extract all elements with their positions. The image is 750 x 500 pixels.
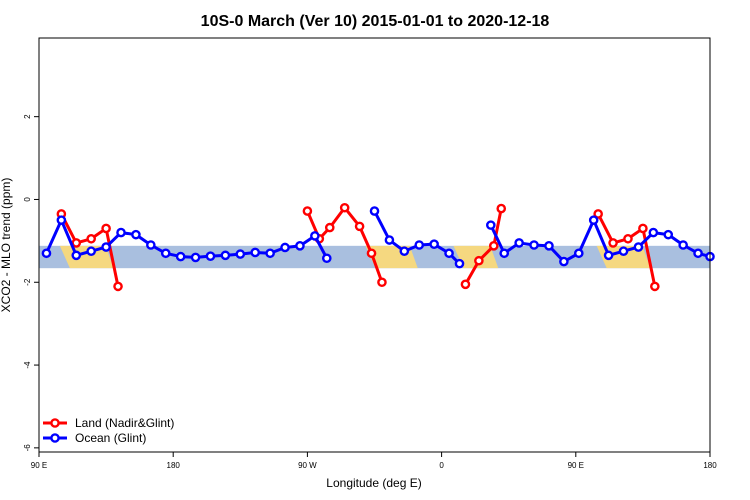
data-point bbox=[444, 248, 454, 259]
y-tick-label-4: 2 bbox=[23, 114, 32, 119]
data-point bbox=[302, 206, 313, 216]
data-point bbox=[573, 248, 584, 259]
y-tick-label-2: -2 bbox=[23, 278, 32, 286]
y-tick-label-3: 0 bbox=[23, 197, 32, 202]
x-axis-label: Longitude (deg E) bbox=[326, 476, 421, 490]
y-axis: -6 -4 -2 0 2 bbox=[23, 114, 39, 452]
data-point bbox=[116, 227, 126, 238]
legend-label-0: Land (Nadir&Glint) bbox=[75, 416, 174, 430]
legend-label-1: Ocean (Glint) bbox=[75, 431, 146, 445]
legend-marker-1 bbox=[50, 433, 60, 443]
data-point bbox=[638, 223, 648, 234]
data-point bbox=[101, 242, 111, 252]
chart-title: 10S-0 March (Ver 10) 2015-01-01 to 2020-… bbox=[201, 13, 550, 30]
data-point bbox=[499, 248, 510, 259]
x-tick-label-0: 90 E bbox=[31, 461, 47, 470]
data-point bbox=[250, 247, 261, 258]
data-point bbox=[265, 248, 275, 259]
data-point bbox=[41, 248, 52, 259]
y-tick-label-0: -6 bbox=[23, 444, 32, 452]
data-point bbox=[496, 203, 507, 214]
data-point bbox=[101, 223, 111, 234]
data-point bbox=[310, 231, 320, 241]
data-point bbox=[454, 258, 465, 269]
series-line-0-2 bbox=[464, 208, 503, 286]
series-land bbox=[56, 202, 660, 292]
series-ocean bbox=[41, 206, 715, 269]
data-point bbox=[146, 240, 156, 250]
data-point bbox=[693, 248, 703, 259]
data-point bbox=[220, 250, 231, 261]
legend: Land (Nadir&Glint)Ocean (Glint) bbox=[43, 416, 174, 445]
series-layer bbox=[41, 202, 715, 292]
data-point bbox=[514, 238, 524, 248]
data-point bbox=[366, 248, 377, 259]
data-point bbox=[131, 229, 141, 240]
data-point bbox=[354, 221, 365, 232]
data-point bbox=[369, 206, 380, 216]
data-point bbox=[529, 240, 539, 250]
data-point bbox=[608, 238, 618, 248]
data-point bbox=[86, 246, 96, 257]
data-point bbox=[190, 252, 201, 263]
x-axis: 90 E 180 90 W 0 90 E 180 bbox=[31, 452, 717, 470]
y-tick-label-1: -4 bbox=[23, 361, 32, 369]
data-point bbox=[339, 202, 350, 213]
data-point bbox=[71, 250, 82, 261]
data-point bbox=[113, 281, 123, 292]
data-point bbox=[414, 240, 425, 250]
data-point bbox=[295, 241, 305, 251]
x-tick-label-4: 90 E bbox=[568, 461, 584, 470]
x-tick-label-3: 0 bbox=[439, 461, 444, 470]
data-point bbox=[678, 240, 688, 250]
data-point bbox=[429, 239, 439, 249]
data-point bbox=[460, 279, 471, 290]
data-point bbox=[280, 242, 290, 253]
data-point bbox=[160, 248, 171, 259]
data-point bbox=[71, 238, 82, 248]
data-point bbox=[205, 251, 216, 261]
data-point bbox=[474, 255, 484, 266]
data-point bbox=[321, 253, 332, 264]
data-point bbox=[588, 215, 599, 225]
data-point bbox=[663, 229, 674, 240]
data-point bbox=[56, 215, 67, 225]
plot-frame bbox=[38, 37, 711, 453]
data-point bbox=[623, 233, 633, 244]
data-point bbox=[603, 250, 614, 261]
data-point bbox=[377, 277, 387, 288]
data-point bbox=[488, 241, 499, 251]
x-tick-label-5: 180 bbox=[703, 461, 717, 470]
data-point bbox=[650, 281, 660, 292]
data-point bbox=[618, 246, 629, 257]
data-point bbox=[175, 251, 186, 262]
x-tick-label-2: 90 W bbox=[298, 461, 317, 470]
data-point bbox=[324, 222, 335, 233]
data-point bbox=[593, 209, 603, 219]
data-point bbox=[633, 242, 644, 252]
x-tick-label-1: 180 bbox=[167, 461, 181, 470]
data-point bbox=[399, 246, 410, 257]
data-point bbox=[544, 241, 554, 251]
series-line-1-2 bbox=[489, 218, 711, 264]
y-axis-label: XCO2 - MLO trend (ppm) bbox=[0, 178, 13, 313]
legend-marker-0 bbox=[50, 418, 60, 428]
data-point bbox=[559, 256, 569, 267]
data-point bbox=[384, 235, 395, 245]
data-point bbox=[648, 227, 659, 238]
data-point bbox=[235, 249, 246, 259]
data-point bbox=[486, 220, 496, 230]
data-point bbox=[86, 233, 96, 244]
